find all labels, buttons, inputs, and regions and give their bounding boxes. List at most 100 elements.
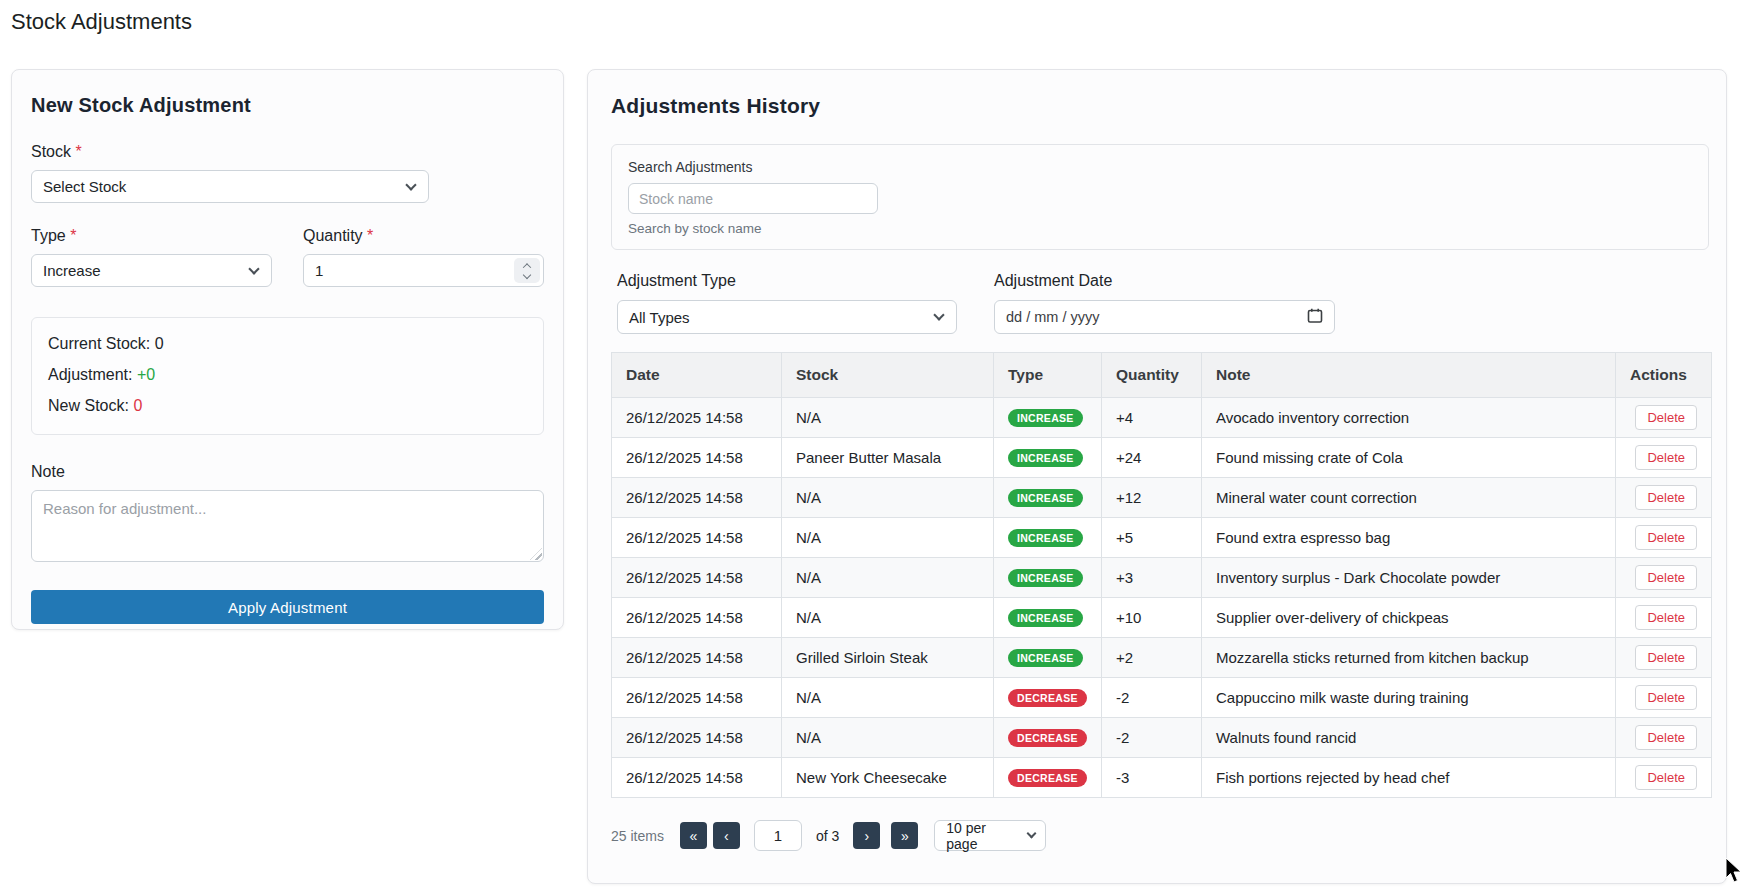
calendar-icon[interactable] (1307, 308, 1323, 327)
type-badge: DECREASE (1008, 769, 1087, 787)
delete-button[interactable]: Delete (1635, 725, 1697, 750)
required-asterisk: * (367, 227, 373, 244)
type-badge: DECREASE (1008, 689, 1087, 707)
cell-date: 26/12/2025 14:58 (612, 478, 782, 518)
cell-note: Found extra espresso bag (1202, 518, 1616, 558)
cell-date: 26/12/2025 14:58 (612, 518, 782, 558)
cell-actions: Delete (1616, 558, 1712, 598)
cell-date: 26/12/2025 14:58 (612, 438, 782, 478)
prev-page-button[interactable]: ‹ (713, 822, 740, 849)
column-header-note: Note (1202, 353, 1616, 398)
cell-note: Supplier over-delivery of chickpeas (1202, 598, 1616, 638)
cell-actions: Delete (1616, 438, 1712, 478)
type-badge: INCREASE (1008, 409, 1083, 427)
cell-quantity: +4 (1102, 398, 1202, 438)
apply-adjustment-button[interactable]: Apply Adjustment (31, 590, 544, 624)
cell-date: 26/12/2025 14:58 (612, 718, 782, 758)
cell-note: Avocado inventory correction (1202, 398, 1616, 438)
adjustment-summary: Current Stock: 0 Adjustment: +0 New Stoc… (31, 317, 544, 435)
cell-note: Cappuccino milk waste during training (1202, 678, 1616, 718)
delete-button[interactable]: Delete (1635, 605, 1697, 630)
stock-label: Stock * (31, 143, 544, 161)
cell-actions: Delete (1616, 598, 1712, 638)
table-row: 26/12/2025 14:58 N/A DECREASE -2 Walnuts… (612, 718, 1712, 758)
column-header-quantity: Quantity (1102, 353, 1202, 398)
table-row: 26/12/2025 14:58 N/A DECREASE -2 Cappucc… (612, 678, 1712, 718)
adjustment-date-input[interactable]: dd / mm / yyyy (994, 300, 1335, 334)
cell-quantity: +3 (1102, 558, 1202, 598)
required-asterisk: * (75, 143, 81, 160)
last-page-button[interactable]: » (891, 822, 918, 849)
cell-quantity: -3 (1102, 758, 1202, 798)
delete-button[interactable]: Delete (1635, 405, 1697, 430)
cell-stock: N/A (782, 598, 994, 638)
type-select[interactable]: Increase (31, 254, 272, 287)
delete-button[interactable]: Delete (1635, 525, 1697, 550)
number-spinner[interactable] (514, 258, 540, 283)
page-count-text: of 3 (816, 828, 839, 844)
cell-actions: Delete (1616, 638, 1712, 678)
cell-type: INCREASE (994, 638, 1102, 678)
cell-actions: Delete (1616, 518, 1712, 558)
cell-note: Found missing crate of Cola (1202, 438, 1616, 478)
chevron-down-icon (933, 309, 944, 320)
table-row: 26/12/2025 14:58 N/A INCREASE +4 Avocado… (612, 398, 1712, 438)
note-textarea[interactable] (31, 490, 544, 562)
cell-quantity: +5 (1102, 518, 1202, 558)
new-stock-line: New Stock: 0 (48, 397, 527, 415)
delete-button[interactable]: Delete (1635, 645, 1697, 670)
delete-button[interactable]: Delete (1635, 565, 1697, 590)
cell-type: INCREASE (994, 558, 1102, 598)
chevron-down-icon (405, 179, 416, 190)
stock-select[interactable]: Select Stock (31, 170, 429, 203)
adjustment-type-value: All Types (629, 309, 690, 326)
cell-actions: Delete (1616, 398, 1712, 438)
chevron-down-icon (248, 263, 259, 274)
type-badge: INCREASE (1008, 489, 1083, 507)
adjustment-type-select[interactable]: All Types (617, 300, 957, 334)
new-stock-adjustment-card: New Stock Adjustment Stock * Select Stoc… (11, 69, 564, 630)
cell-quantity: +10 (1102, 598, 1202, 638)
search-label: Search Adjustments (628, 159, 1692, 175)
quantity-field: Quantity * (303, 227, 544, 287)
delete-button[interactable]: Delete (1635, 765, 1697, 790)
column-header-actions: Actions (1616, 353, 1712, 398)
cell-type: INCREASE (994, 398, 1102, 438)
note-label: Note (31, 463, 544, 481)
delete-button[interactable]: Delete (1635, 445, 1697, 470)
current-stock-value: 0 (155, 335, 164, 352)
table-header-row: Date Stock Type Quantity Note Actions (612, 353, 1712, 398)
cell-date: 26/12/2025 14:58 (612, 598, 782, 638)
cell-stock: N/A (782, 678, 994, 718)
per-page-select[interactable]: 10 per page (934, 820, 1046, 851)
adjustment-type-label: Adjustment Type (617, 272, 957, 290)
quantity-input[interactable] (303, 254, 544, 287)
column-header-stock: Stock (782, 353, 994, 398)
delete-button[interactable]: Delete (1635, 485, 1697, 510)
cell-stock: N/A (782, 478, 994, 518)
cell-quantity: -2 (1102, 718, 1202, 758)
table-row: 26/12/2025 14:58 N/A INCREASE +3 Invento… (612, 558, 1712, 598)
cell-stock: Paneer Butter Masala (782, 438, 994, 478)
table-row: 26/12/2025 14:58 New York Cheesecake DEC… (612, 758, 1712, 798)
cell-stock: N/A (782, 718, 994, 758)
type-field: Type * Increase (31, 227, 272, 287)
cell-actions: Delete (1616, 678, 1712, 718)
type-badge: INCREASE (1008, 449, 1083, 467)
search-input[interactable] (628, 183, 878, 214)
cell-type: DECREASE (994, 678, 1102, 718)
delete-button[interactable]: Delete (1635, 685, 1697, 710)
required-asterisk: * (70, 227, 76, 244)
cell-type: DECREASE (994, 718, 1102, 758)
cell-note: Inventory surplus - Dark Chocolate powde… (1202, 558, 1616, 598)
cell-type: INCREASE (994, 598, 1102, 638)
mouse-cursor (1725, 858, 1740, 888)
first-page-button[interactable]: « (680, 822, 707, 849)
next-page-button[interactable]: › (853, 822, 880, 849)
chevron-down-icon (1027, 828, 1037, 838)
type-badge: INCREASE (1008, 609, 1083, 627)
cell-date: 26/12/2025 14:58 (612, 638, 782, 678)
stock-select-value: Select Stock (43, 178, 126, 195)
page-number-input[interactable] (754, 820, 802, 851)
type-badge: INCREASE (1008, 649, 1083, 667)
